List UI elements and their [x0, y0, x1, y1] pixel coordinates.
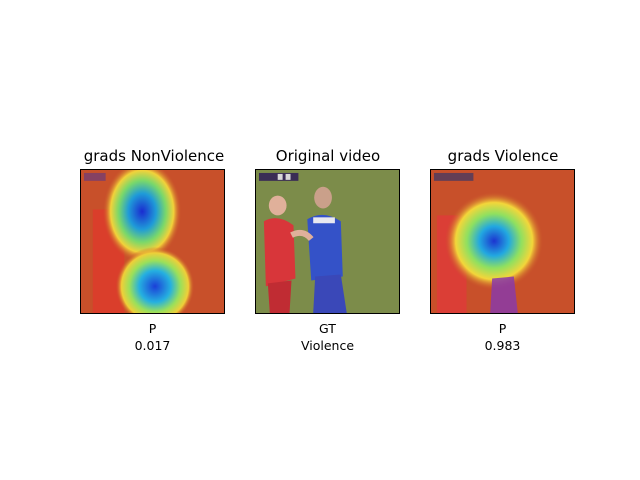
heatmap-image-violence	[430, 169, 575, 314]
panel-title: Original video	[275, 147, 381, 165]
caption-value: 0.983	[484, 338, 521, 353]
caption-label: P	[148, 321, 157, 336]
panel-caption: P 0.017	[80, 320, 225, 354]
panel-title: grads NonViolence	[83, 147, 225, 165]
panel-caption: P 0.983	[430, 320, 575, 354]
video-frame-image	[255, 169, 400, 314]
caption-value: Violence	[300, 338, 355, 353]
heatmap-image-nonviolence	[80, 169, 225, 314]
panel-title: grads Violence	[447, 147, 559, 165]
panel-grads-nonviolence: grads NonViolence	[64, 146, 244, 353]
caption-value: 0.017	[134, 338, 171, 353]
panel-grads-violence: grads Violence P 0.983	[413, 146, 593, 353]
caption-label: GT	[319, 321, 336, 336]
panel-caption: GT Violence	[255, 320, 400, 354]
panel-original-video: Original video GT Violence	[238, 146, 418, 353]
caption-label: P	[498, 321, 507, 336]
